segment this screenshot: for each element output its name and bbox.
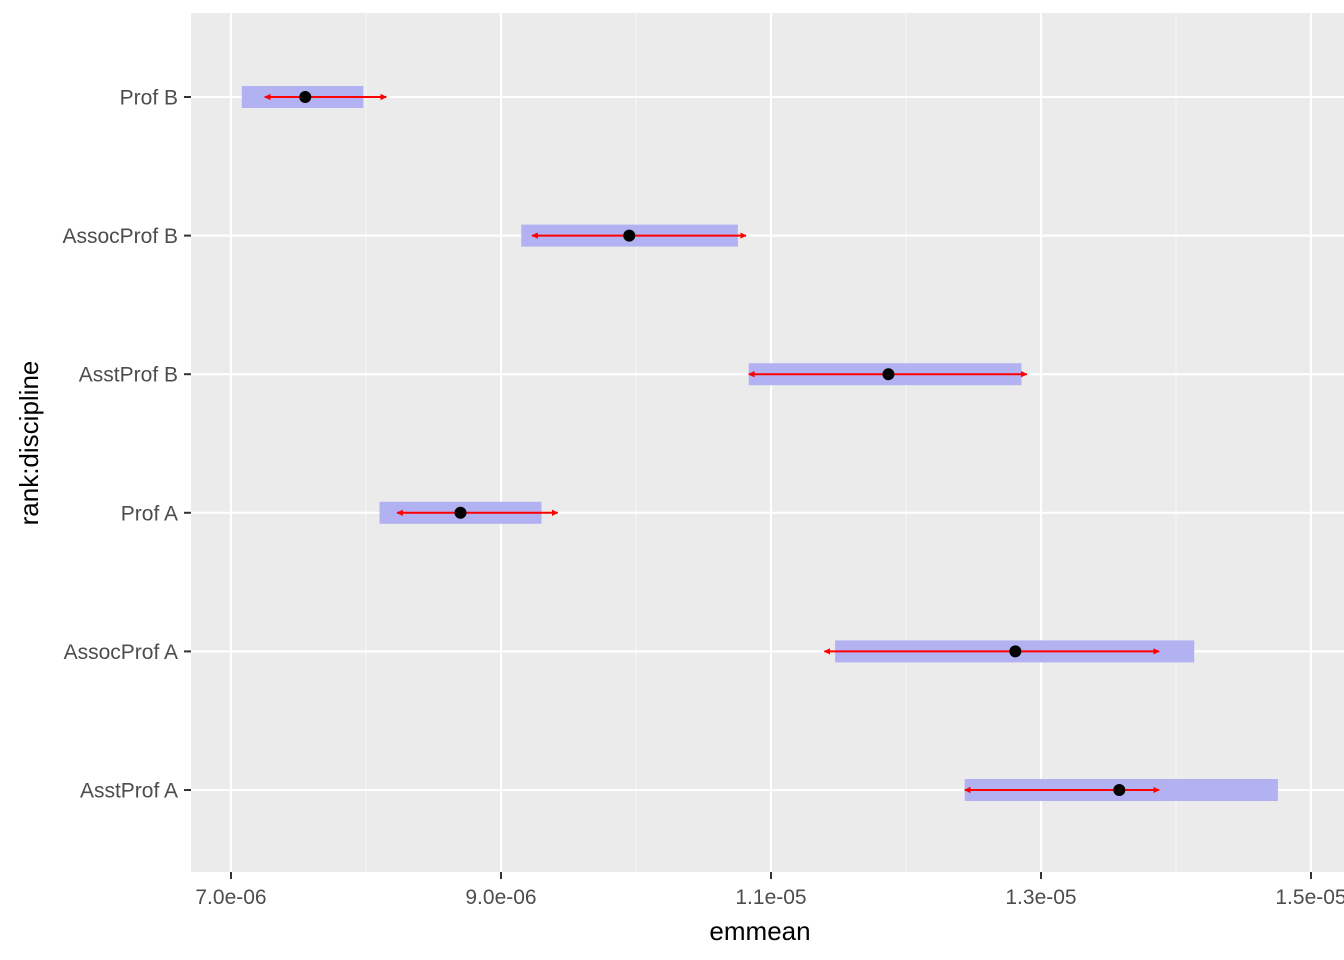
y-axis-title: rank:discipline bbox=[14, 361, 44, 526]
axes: 7.0e-06 9.0e-06 1.1e-05 1.3e-05 1.5e-05 AsstP… bbox=[62, 87, 1344, 910]
x-tick-label: 1.1e-05 bbox=[735, 886, 806, 909]
y-tick-label: Prof A bbox=[121, 502, 178, 525]
emmean-point bbox=[299, 91, 312, 103]
x-tick-label: 9.0e-06 bbox=[465, 886, 536, 909]
y-tick-label: AsstProf A bbox=[80, 780, 178, 803]
emmean-point bbox=[1113, 784, 1126, 796]
emmean-point bbox=[1009, 645, 1022, 658]
y-tick-label: AsstProf B bbox=[79, 364, 178, 387]
y-tick-label: AssocProf B bbox=[62, 225, 178, 248]
plot-panel bbox=[191, 13, 1344, 872]
emmean-point bbox=[882, 368, 895, 381]
x-axis-title: emmean bbox=[709, 916, 810, 946]
y-tick-label: AssocProf A bbox=[64, 641, 178, 664]
y-tick-label: Prof B bbox=[120, 87, 178, 110]
emmean-point bbox=[454, 506, 467, 519]
x-tick-label: 7.0e-06 bbox=[195, 886, 266, 909]
x-tick-label: 1.5e-05 bbox=[1275, 886, 1344, 909]
chart-marks bbox=[241, 86, 1278, 801]
emmean-point bbox=[623, 229, 636, 242]
x-tick-label: 1.3e-05 bbox=[1005, 886, 1076, 909]
minor-gridlines bbox=[365, 13, 1177, 872]
